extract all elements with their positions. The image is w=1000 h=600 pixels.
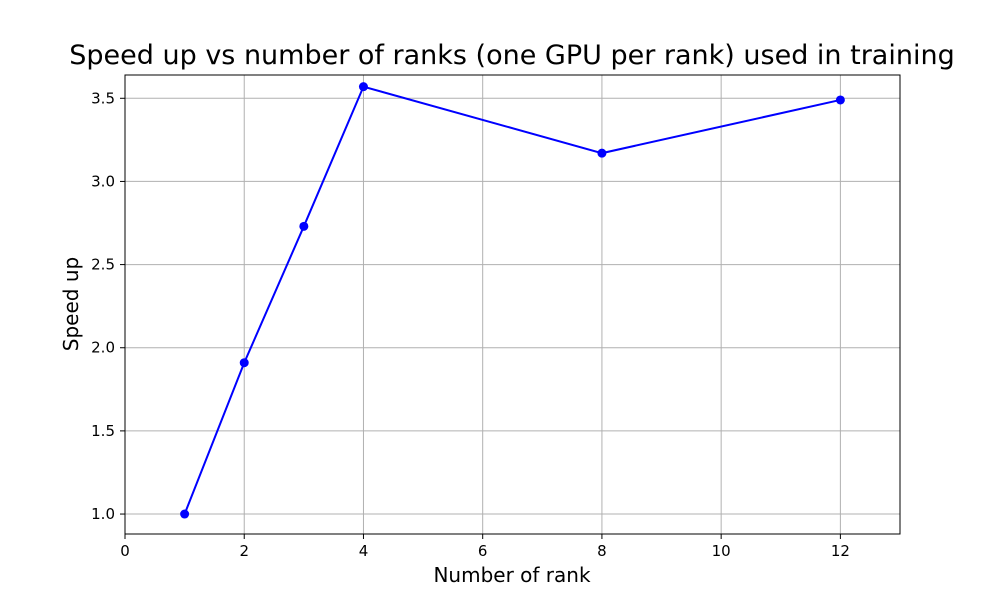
x-axis-label: Number of rank (433, 563, 590, 587)
data-point (597, 148, 607, 158)
grid-layer (124, 75, 900, 534)
plot-area-frame (124, 74, 901, 535)
chart-title: Speed up vs number of ranks (one GPU per… (69, 40, 954, 71)
x-tick-label: 0 (120, 542, 130, 560)
speedup-series-line (183, 85, 841, 515)
x-tick-label: 8 (597, 542, 607, 560)
data-point (299, 221, 309, 231)
y-axis: 1.0 1.5 2.0 2.5 3.0 3.5 (91, 89, 125, 523)
y-tick-label: 2.0 (91, 339, 115, 357)
series-layer (180, 82, 845, 519)
x-axis: 0 2 4 6 8 10 12 (120, 534, 850, 560)
y-axis-label: Speed up (59, 257, 83, 351)
y-tick-label: 2.5 (91, 256, 115, 274)
data-point (835, 95, 845, 105)
x-tick-label: 6 (478, 542, 488, 560)
data-point (180, 509, 190, 519)
data-point (239, 358, 249, 368)
y-tick-label: 3.0 (91, 172, 115, 190)
x-tick-label: 4 (359, 542, 369, 560)
y-tick-label: 1.5 (91, 422, 115, 440)
x-tick-label: 2 (239, 542, 249, 560)
y-tick-label: 3.5 (91, 89, 115, 107)
data-point (358, 82, 368, 92)
x-tick-label: 12 (831, 542, 850, 560)
y-tick-label: 1.0 (91, 505, 115, 523)
x-tick-label: 10 (712, 542, 731, 560)
